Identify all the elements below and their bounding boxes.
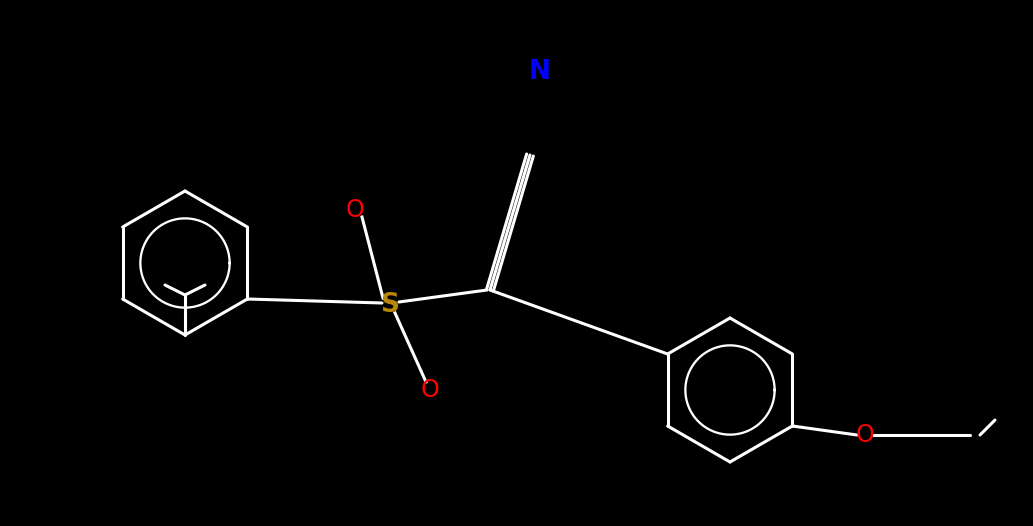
Text: O: O <box>420 378 439 402</box>
Text: S: S <box>380 292 400 318</box>
Text: N: N <box>529 59 551 85</box>
Text: O: O <box>855 423 874 447</box>
Text: O: O <box>346 198 365 222</box>
